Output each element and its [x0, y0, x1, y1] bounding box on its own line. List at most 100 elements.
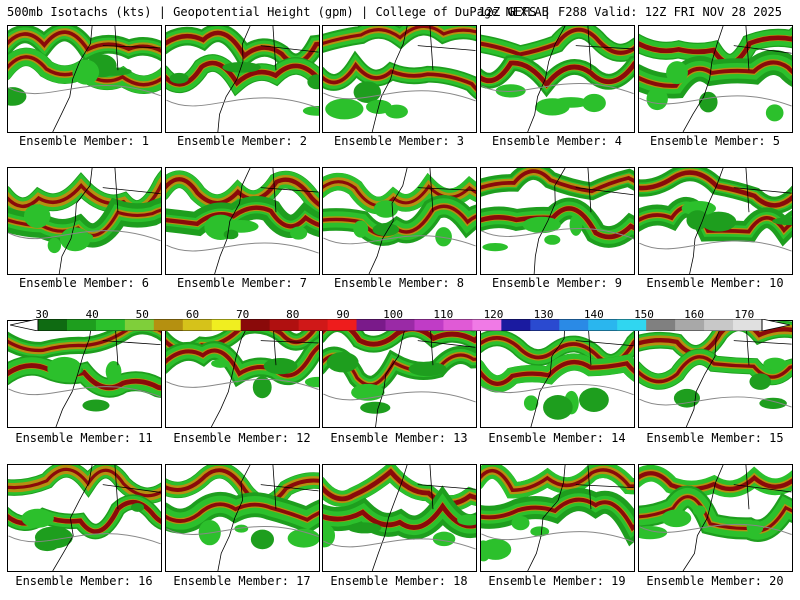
isotach-blob [59, 227, 91, 252]
colorbar-tick-label: 90 [336, 308, 350, 321]
ensemble-member-label: Ensemble Member: 15 [646, 431, 784, 445]
ensemble-member-map [480, 167, 635, 275]
height-contour [8, 386, 161, 398]
height-contour [166, 526, 319, 538]
colorbar-swatch [646, 319, 676, 331]
coastline [533, 168, 634, 274]
isotach-map [639, 465, 792, 571]
valid-time: 12Z GEFS | F288 Valid: 12Z FRI NOV 28 20… [478, 5, 782, 19]
isotach-band [323, 502, 476, 530]
colorbar-tick-label: 30 [35, 308, 49, 321]
height-contour [166, 97, 319, 109]
isotach-blob [353, 81, 382, 103]
height-contour [323, 90, 476, 102]
colorbar-tick-label: 160 [684, 308, 705, 321]
colorbar-swatch [211, 319, 242, 331]
isotach-blob [304, 376, 319, 388]
coastline [371, 26, 476, 132]
isotach-blob [686, 210, 709, 230]
isotach-blob [544, 234, 561, 245]
height-contour [639, 396, 792, 408]
isotach-blob [360, 401, 391, 414]
isotach-map [639, 321, 792, 427]
isotach-blob [82, 399, 110, 412]
isotach-blob [522, 216, 561, 234]
coastline [58, 168, 161, 274]
coastline [368, 168, 476, 274]
colorbar-tick-label: 120 [483, 308, 504, 321]
isotach-map [8, 465, 161, 571]
isotach-map [8, 26, 161, 132]
colorbar-tick-label: 130 [533, 308, 554, 321]
ensemble-member-map [638, 464, 793, 572]
isotach-map [481, 26, 634, 132]
coastline [689, 168, 792, 274]
isotach-blob [646, 87, 668, 111]
ensemble-member-label: Ensemble Member: 5 [649, 134, 781, 148]
isotach-band [8, 181, 161, 211]
colorbar-arrow-right [761, 319, 790, 331]
coastline [527, 465, 634, 571]
isotach-band [166, 30, 319, 65]
isotach-blob [263, 358, 298, 375]
height-contour [481, 384, 634, 396]
isotach-blob [569, 214, 583, 236]
isotach-blob [481, 538, 512, 560]
isotach-blob [302, 105, 319, 116]
colorbar-swatch [269, 319, 300, 331]
isotach-map [481, 168, 634, 274]
product-title: 500mb Isotachs (kts) | Geopotential Heig… [7, 5, 549, 19]
height-contour [8, 230, 161, 242]
height-contour [639, 95, 792, 107]
ensemble-member-label: Ensemble Member: 11 [15, 431, 153, 445]
isotach-band [481, 336, 634, 365]
isotach-blob [23, 204, 51, 228]
isotach-blob [543, 395, 573, 420]
colorbar-swatch [472, 319, 502, 331]
ensemble-member-map [638, 320, 793, 428]
colorbar-swatch [414, 319, 444, 331]
isotach-band [481, 169, 634, 194]
colorbar-swatch [327, 319, 358, 331]
isotach-band [639, 170, 792, 208]
coastline [682, 26, 792, 132]
ensemble-member-label: Ensemble Member: 16 [15, 574, 153, 588]
isotach-blob [457, 514, 476, 526]
ensemble-member-map [480, 25, 635, 133]
isotach-map [323, 321, 476, 427]
ensemble-member-map [322, 25, 477, 133]
height-contour [166, 378, 319, 390]
isotach-blob [749, 373, 772, 390]
colorbar-tick-label: 40 [85, 308, 99, 321]
ensemble-member-label: Ensemble Member: 7 [176, 276, 308, 290]
colorbar-swatch [38, 319, 68, 331]
height-contour [8, 533, 161, 545]
isotach-band [639, 495, 792, 533]
ensemble-member-map [638, 167, 793, 275]
ensemble-member-map [7, 167, 162, 275]
isotach-blob [763, 357, 787, 371]
ensemble-member-map [480, 320, 635, 428]
isotach-blob [250, 529, 275, 550]
isotach-blob [373, 200, 399, 218]
isotach-blob [326, 352, 359, 373]
isotach-blob [582, 93, 606, 113]
ensemble-member-map [638, 25, 793, 133]
height-contour [323, 391, 476, 403]
isotach-blob [681, 200, 716, 216]
colorbar-ticks: 30 40 50 60 70 80 90 100 110 120 130 140 150 160 170 [10, 308, 790, 321]
colorbar-tick-label: 100 [383, 308, 404, 321]
ensemble-member-map [322, 320, 477, 428]
colorbar-swatch [530, 319, 560, 331]
isotach-band [481, 27, 634, 57]
isotach-band [639, 471, 792, 492]
colorbar-tick-label: 70 [236, 308, 250, 321]
isotach-blob [698, 91, 718, 113]
isotach-band [639, 60, 792, 88]
colorbar-tick-label: 140 [583, 308, 604, 321]
isotach-map [481, 321, 634, 427]
colorbar-swatch [385, 319, 415, 331]
isotach-blob [578, 387, 609, 412]
colorbar-swatch [124, 319, 155, 331]
ensemble-member-label: Ensemble Member: 1 [18, 134, 150, 148]
